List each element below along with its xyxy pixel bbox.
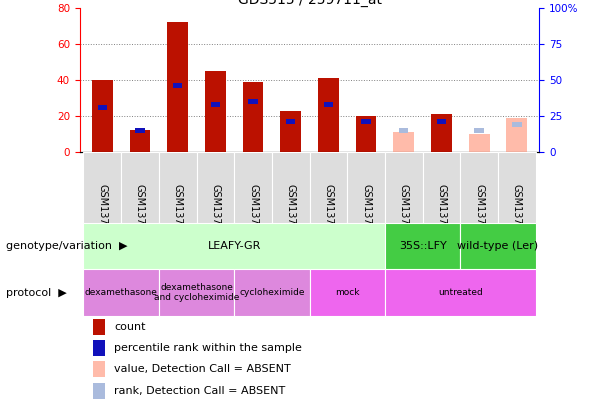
Text: GSM13782: GSM13782: [135, 184, 145, 237]
Bar: [97, 105, 107, 110]
Bar: [431, 114, 452, 152]
Bar: [83, 152, 121, 223]
Text: wild-type (Ler): wild-type (Ler): [457, 241, 539, 251]
Bar: [129, 130, 150, 152]
Bar: [159, 269, 234, 316]
Bar: [234, 269, 310, 316]
Text: GSM13781: GSM13781: [324, 184, 333, 237]
Text: count: count: [114, 322, 146, 332]
Bar: [469, 134, 490, 152]
Bar: [197, 152, 234, 223]
Title: GDS515 / 259711_at: GDS515 / 259711_at: [238, 0, 381, 7]
Bar: [93, 361, 105, 377]
Bar: [506, 118, 527, 152]
Text: GSM13791: GSM13791: [474, 184, 484, 237]
Bar: [280, 111, 301, 152]
Text: cycloheximide: cycloheximide: [239, 288, 305, 297]
Bar: [286, 119, 295, 124]
Bar: [248, 99, 257, 104]
Bar: [460, 152, 498, 223]
Text: GSM13792: GSM13792: [436, 184, 446, 237]
Bar: [243, 82, 264, 152]
Bar: [362, 119, 371, 124]
Bar: [324, 102, 333, 107]
Bar: [167, 23, 188, 152]
Bar: [498, 152, 536, 223]
Bar: [135, 128, 145, 133]
Bar: [211, 102, 220, 107]
Bar: [474, 128, 484, 133]
Bar: [92, 80, 113, 152]
Text: GSM13783: GSM13783: [210, 184, 220, 237]
Bar: [173, 83, 183, 88]
Text: percentile rank within the sample: percentile rank within the sample: [114, 343, 302, 353]
Bar: [93, 383, 105, 399]
Bar: [93, 340, 105, 356]
Bar: [234, 152, 272, 223]
Text: mock: mock: [335, 288, 359, 297]
Bar: [422, 152, 460, 223]
Text: dexamethasone
and cycloheximide: dexamethasone and cycloheximide: [154, 283, 239, 302]
Bar: [121, 152, 159, 223]
Text: GSM13780: GSM13780: [248, 184, 258, 237]
Bar: [310, 152, 347, 223]
Bar: [460, 223, 536, 269]
Bar: [347, 152, 385, 223]
Bar: [93, 319, 105, 335]
Bar: [385, 269, 536, 316]
Bar: [205, 71, 226, 152]
Bar: [310, 269, 385, 316]
Bar: [512, 122, 522, 127]
Bar: [83, 269, 159, 316]
Text: genotype/variation  ▶: genotype/variation ▶: [6, 241, 128, 251]
Text: dexamethasone: dexamethasone: [85, 288, 158, 297]
Text: untreated: untreated: [438, 288, 482, 297]
Text: 35S::LFY: 35S::LFY: [398, 241, 446, 251]
Bar: [399, 128, 408, 133]
Bar: [394, 132, 414, 152]
Bar: [436, 119, 446, 124]
Text: GSM13793: GSM13793: [512, 184, 522, 237]
Text: GSM13778: GSM13778: [97, 184, 107, 237]
Bar: [385, 223, 460, 269]
Text: GSM13779: GSM13779: [173, 184, 183, 237]
Text: value, Detection Call = ABSENT: value, Detection Call = ABSENT: [114, 364, 291, 374]
Text: rank, Detection Call = ABSENT: rank, Detection Call = ABSENT: [114, 386, 286, 396]
Bar: [272, 152, 310, 223]
Bar: [318, 78, 339, 152]
Text: protocol  ▶: protocol ▶: [6, 288, 67, 298]
Bar: [356, 116, 376, 152]
Text: GSM13785: GSM13785: [361, 184, 371, 237]
Text: GSM13789: GSM13789: [399, 184, 409, 237]
Text: LEAFY-GR: LEAFY-GR: [208, 241, 261, 251]
Bar: [385, 152, 422, 223]
Bar: [83, 223, 385, 269]
Text: GSM13784: GSM13784: [286, 184, 295, 237]
Bar: [159, 152, 197, 223]
